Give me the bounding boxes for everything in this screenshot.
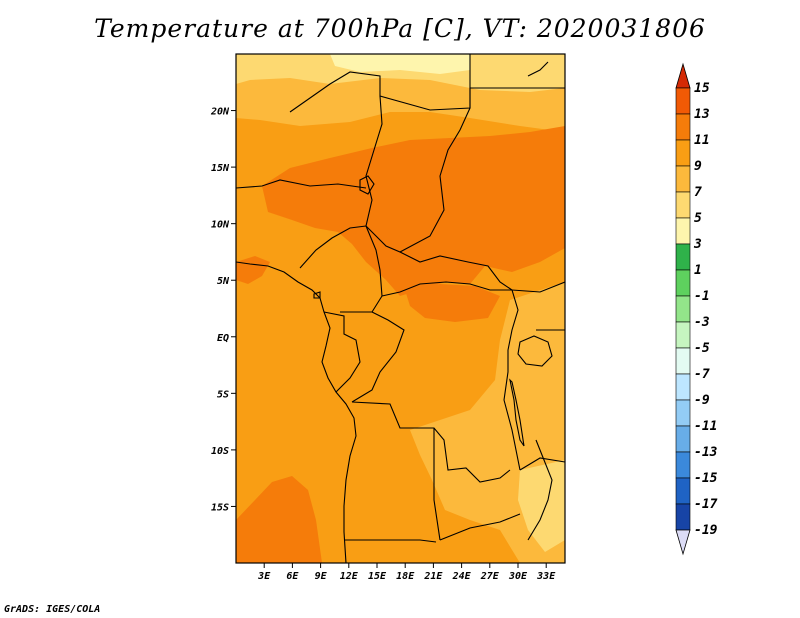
colorbar-swatch: [675, 243, 691, 271]
colorbar-swatch: [675, 373, 691, 401]
colorbar-swatch: [675, 425, 691, 453]
y-tick-label: 5S: [217, 389, 229, 400]
x-tick-label: 27E: [480, 571, 500, 582]
colorbar-label: -13: [694, 445, 718, 460]
colorbar-swatch: [675, 217, 691, 245]
colorbar-label: -19: [694, 523, 718, 538]
border-nigeria-cameroon: [299, 225, 367, 269]
border-tanzania-mozambique: [519, 457, 565, 471]
y-tick-label: 15N: [211, 163, 230, 174]
lake-tanganyika: [509, 378, 525, 447]
border-car-sudan: [399, 251, 513, 291]
field-central-11-13: [405, 284, 500, 322]
border-ethiopia-kenya: [511, 281, 565, 293]
colorbar-swatch: [675, 191, 691, 219]
colorbar-swatch: [675, 295, 691, 323]
map-frame: [235, 53, 566, 564]
coastline-west: [236, 261, 357, 563]
colorbar-swatch: [675, 477, 691, 505]
border-congo-drc: [351, 311, 405, 403]
colorbar-swatch: [675, 87, 691, 115]
x-tick-label: 9E: [315, 571, 328, 582]
colorbar: 15 13 11 9 7 5 3 1 -1 -3 -5 -7 -9 -11 -13 -15 -17 -19: [675, 62, 718, 556]
y-axis-ticks: 20N 15N 10N 5N EQ 5S 10S 15S: [210, 107, 236, 513]
x-tick-label: 30E: [508, 571, 528, 582]
colorbar-label: 5: [694, 211, 702, 226]
field-sw-11-13: [236, 476, 322, 563]
lake-victoria: [517, 335, 553, 367]
colorbar-swatch: [675, 113, 691, 141]
lake-chad: [359, 175, 375, 195]
colorbar-label: -17: [694, 497, 718, 512]
colorbar-label: -9: [694, 393, 710, 408]
y-tick-label: EQ: [217, 333, 229, 344]
colorbar-label: -3: [694, 315, 710, 330]
border-drc-angola: [351, 401, 511, 483]
y-tick-label: 10S: [211, 446, 229, 457]
colorbar-swatch: [675, 503, 691, 531]
map-title: Temperature at 700hPa [C], VT: 202003180…: [94, 14, 706, 43]
x-axis-ticks: 3E 6E 9E 12E 15E 18E 21E 24E 27E 30E 33E: [257, 563, 556, 582]
y-tick-label: 20N: [210, 107, 230, 118]
y-tick-label: 5N: [217, 276, 230, 287]
x-tick-label: 33E: [536, 571, 556, 582]
colorbar-top-arrow: [675, 62, 691, 89]
x-tick-label: 12E: [340, 571, 359, 582]
border-sudan-east: [469, 87, 565, 108]
x-tick-label: 21E: [423, 571, 443, 582]
border-zambia-zimbabwe: [439, 513, 521, 541]
colorbar-label: -11: [694, 419, 717, 434]
border-congo-gabon: [323, 311, 361, 393]
colorbar-label: 7: [694, 185, 702, 200]
colorbar-label: -15: [694, 471, 718, 486]
colorbar-label: 15: [694, 81, 710, 96]
x-tick-label: 15E: [368, 571, 387, 582]
x-tick-label: 6E: [286, 571, 299, 582]
colorbar-swatch: [675, 399, 691, 427]
island-bioko: [313, 291, 321, 299]
border-cameroon-car: [340, 225, 383, 313]
border-niger-nigeria: [236, 179, 367, 189]
coastline-red-sea: [527, 61, 549, 77]
border-drc-uganda-rwanda: [503, 289, 521, 471]
y-tick-label: 10N: [211, 220, 230, 231]
colorbar-label: -5: [694, 341, 710, 356]
border-angola-namibia: [344, 539, 437, 543]
field-se-5-7: [518, 460, 565, 552]
political-boundaries: [236, 54, 565, 563]
field-north-5-7: [236, 54, 565, 92]
x-tick-label: 24E: [452, 571, 472, 582]
colorbar-label: -7: [694, 367, 710, 382]
colorbar-label: -1: [694, 289, 710, 304]
colorbar-label: 3: [693, 237, 702, 252]
temperature-field: [236, 54, 565, 563]
colorbar-swatch: [675, 451, 691, 479]
colorbar-label: 1: [694, 263, 702, 278]
x-tick-label: 3E: [257, 571, 271, 582]
border-car-drc: [381, 281, 512, 297]
colorbar-label: 9: [694, 159, 702, 174]
colorbar-swatch: [675, 139, 691, 167]
colorbar-bottom-arrow: [675, 529, 691, 556]
colorbar-swatch: [675, 321, 691, 349]
colorbar-swatch: [675, 165, 691, 193]
colorbar-swatch: [675, 347, 691, 375]
border-malawi: [527, 439, 553, 541]
credit-text: GrADS: IGES/COLA: [4, 604, 101, 615]
x-tick-label: 18E: [396, 571, 415, 582]
border-north: [289, 54, 471, 113]
colorbar-label: 11: [694, 133, 710, 148]
y-tick-label: 15S: [211, 502, 229, 513]
colorbar-swatch: [675, 269, 691, 297]
field-north-3-5: [330, 54, 470, 74]
border-angola-zambia: [433, 428, 441, 541]
field-sahel-11-13: [262, 126, 565, 296]
border-chad-sudan: [365, 95, 471, 253]
colorbar-label: 13: [694, 107, 710, 122]
